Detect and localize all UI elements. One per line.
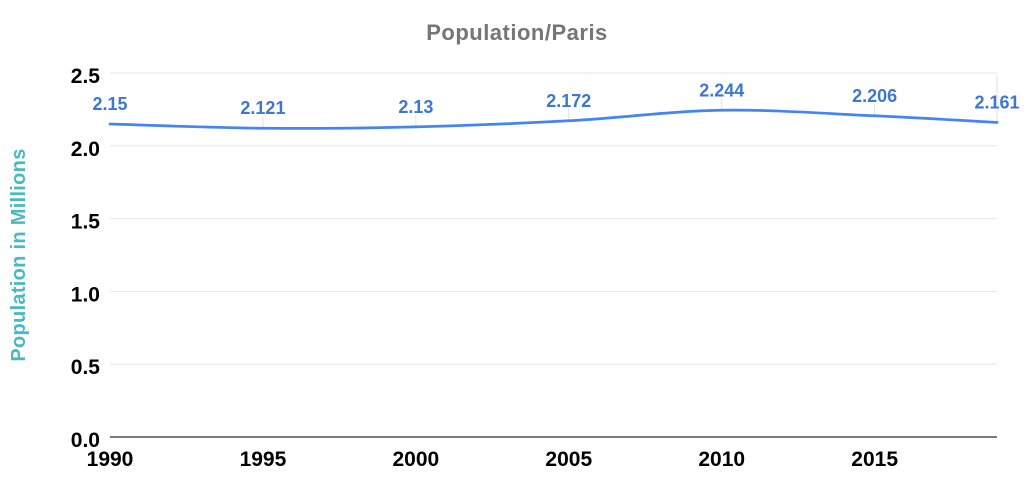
x-tick-labels: 1990 1995 2000 2005 2010 2015	[87, 448, 899, 471]
data-label: 2.244	[699, 80, 744, 100]
chart-title: Population/Paris	[426, 20, 608, 45]
x-tick-label: 1995	[240, 448, 287, 471]
x-tick-label: 2005	[545, 448, 592, 471]
series-line	[108, 108, 999, 130]
gridlines	[110, 72, 997, 365]
y-tick-labels: 0.0 0.5 1.0 1.5 2.0 2.5	[71, 65, 101, 452]
y-tick-label: 2.0	[71, 138, 100, 161]
y-tick-label: 0.5	[71, 356, 101, 379]
data-label: 2.161	[974, 92, 1019, 112]
y-tick-label: 1.5	[71, 211, 101, 234]
data-label: 2.121	[240, 98, 285, 118]
y-axis-title: Population in Millions	[8, 148, 30, 361]
data-label: 2.13	[398, 97, 433, 117]
x-tick-label: 1990	[87, 448, 134, 471]
data-labels: 2.15 2.121 2.13 2.172 2.244 2.206 2.161	[92, 80, 1019, 118]
x-tick-label: 2015	[851, 448, 898, 471]
leader-ticks	[262, 75, 998, 128]
x-tick-label: 2010	[698, 448, 745, 471]
y-tick-label: 0.0	[71, 429, 100, 452]
data-label: 2.172	[546, 91, 591, 111]
y-tick-label: 2.5	[71, 65, 101, 88]
y-tick-label: 1.0	[71, 283, 100, 306]
data-label: 2.206	[852, 86, 897, 106]
data-label: 2.15	[92, 94, 127, 114]
x-tick-label: 2000	[393, 448, 440, 471]
